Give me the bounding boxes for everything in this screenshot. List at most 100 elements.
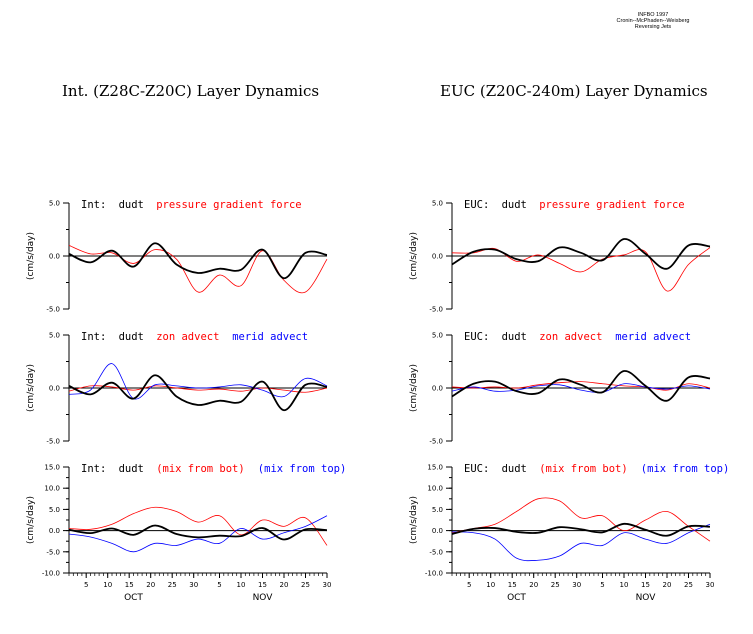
series-line xyxy=(451,381,711,391)
legend-series: merid advect xyxy=(232,331,308,343)
series-line xyxy=(451,383,711,393)
y-tick-label: -5.0 xyxy=(46,548,60,556)
x-tick-label: 30 xyxy=(323,581,332,589)
month-label: OCT xyxy=(507,593,526,603)
x-tick-label: 10 xyxy=(237,581,246,589)
month-label: OCT xyxy=(124,593,143,603)
legend-series: zon advect xyxy=(156,331,219,343)
series-line-dudt xyxy=(451,238,711,270)
y-tick-label: 0.0 xyxy=(432,385,443,393)
credit-block: INFBO 1997 Cronin--McPhaden--Weisberg Re… xyxy=(563,12,743,30)
x-tick-label: 5 xyxy=(467,581,471,589)
x-tick-label: 10 xyxy=(486,581,495,589)
x-tick-label: 30 xyxy=(189,581,198,589)
y-tick-label: 5.0 xyxy=(432,506,443,514)
legend-region: Int: xyxy=(81,331,106,343)
legend-dudt: dudt xyxy=(119,199,144,211)
y-axis-label: (cm/s/day) xyxy=(26,496,36,544)
x-tick-label: 25 xyxy=(551,581,560,589)
y-tick-label: 15.0 xyxy=(44,464,60,472)
y-tick-label: -5.0 xyxy=(46,306,60,314)
series-line xyxy=(451,247,711,292)
x-tick-label: 5 xyxy=(217,581,221,589)
y-tick-label: 0.0 xyxy=(49,527,60,535)
y-tick-label: 5.0 xyxy=(49,332,60,340)
legend-dudt: dudt xyxy=(502,199,527,211)
legend-region: Int: xyxy=(81,199,106,211)
series-line xyxy=(68,506,328,546)
legend-dudt: dudt xyxy=(119,331,144,343)
y-tick-label: 0.0 xyxy=(432,253,443,261)
x-tick-label: 15 xyxy=(258,581,267,589)
credit-line: Reversing Jets xyxy=(634,24,672,30)
legend-series: zon advect xyxy=(539,331,602,343)
legend-series: (mix from top) xyxy=(258,463,347,475)
x-tick-label: 5 xyxy=(84,581,88,589)
x-tick-label: 25 xyxy=(168,581,177,589)
legend-region: EUC: xyxy=(464,463,489,475)
y-tick-label: 10.0 xyxy=(427,485,443,493)
y-tick-label: 5.0 xyxy=(432,332,443,340)
legend-series: (mix from top) xyxy=(641,463,730,475)
x-tick-label: 30 xyxy=(706,581,715,589)
legend-dudt: dudt xyxy=(502,331,527,343)
legend-series: (mix from bot) xyxy=(156,463,245,475)
right-panel-title: EUC (Z20C-240m) Layer Dynamics xyxy=(440,82,708,100)
x-tick-label: 10 xyxy=(103,581,112,589)
series-line xyxy=(68,363,328,400)
series-line xyxy=(68,385,328,393)
credit-line: Cronin--McPhaden--Weisberg xyxy=(616,18,690,24)
y-axis-label: (cm/s/day) xyxy=(26,364,36,412)
x-tick-label: 5 xyxy=(600,581,604,589)
legend-dudt: dudt xyxy=(119,463,144,475)
legend-series: pressure gradient force xyxy=(156,199,301,211)
y-tick-label: -10.0 xyxy=(425,570,443,578)
y-tick-label: 5.0 xyxy=(49,506,60,514)
x-tick-label: 20 xyxy=(663,581,672,589)
series-line-dudt xyxy=(68,524,328,541)
legend-dudt: dudt xyxy=(502,463,527,475)
y-tick-label: -10.0 xyxy=(42,570,60,578)
x-tick-label: 10 xyxy=(620,581,629,589)
x-tick-label: 15 xyxy=(508,581,517,589)
x-tick-label: 20 xyxy=(146,581,155,589)
legend-series: merid advect xyxy=(615,331,691,343)
y-tick-label: 0.0 xyxy=(49,253,60,261)
y-axis-label: (cm/s/day) xyxy=(409,364,419,412)
y-tick-label: 0.0 xyxy=(432,527,443,535)
x-tick-label: 20 xyxy=(280,581,289,589)
y-tick-label: -5.0 xyxy=(429,306,443,314)
y-tick-label: 5.0 xyxy=(432,200,443,208)
legend-series: (mix from bot) xyxy=(539,463,628,475)
y-tick-label: -5.0 xyxy=(429,438,443,446)
legend-region: EUC: xyxy=(464,331,489,343)
y-axis-label: (cm/s/day) xyxy=(409,232,419,280)
series-line-dudt xyxy=(68,242,328,280)
series-line xyxy=(68,515,328,553)
series-line-dudt xyxy=(68,374,328,412)
x-tick-label: 25 xyxy=(684,581,693,589)
y-axis-label: (cm/s/day) xyxy=(26,232,36,280)
y-tick-label: 5.0 xyxy=(49,200,60,208)
legend-region: EUC: xyxy=(464,199,489,211)
series-line xyxy=(451,497,711,542)
credit-line: INFBO 1997 xyxy=(637,12,669,18)
month-label: NOV xyxy=(253,593,274,603)
series-line xyxy=(68,245,328,294)
legend-region: Int: xyxy=(81,463,106,475)
y-axis-label: (cm/s/day) xyxy=(409,496,419,544)
month-label: NOV xyxy=(636,593,657,603)
x-tick-label: 25 xyxy=(301,581,310,589)
x-tick-label: 30 xyxy=(572,581,581,589)
x-tick-label: 15 xyxy=(125,581,134,589)
series-line xyxy=(451,523,711,562)
series-line-dudt xyxy=(451,370,711,402)
y-tick-label: -5.0 xyxy=(429,548,443,556)
legend-series: pressure gradient force xyxy=(539,199,684,211)
y-tick-label: -5.0 xyxy=(46,438,60,446)
series-line-dudt xyxy=(451,522,711,537)
x-tick-label: 20 xyxy=(529,581,538,589)
left-panel-title: Int. (Z28C-Z20C) Layer Dynamics xyxy=(62,82,320,100)
y-tick-label: 0.0 xyxy=(49,385,60,393)
